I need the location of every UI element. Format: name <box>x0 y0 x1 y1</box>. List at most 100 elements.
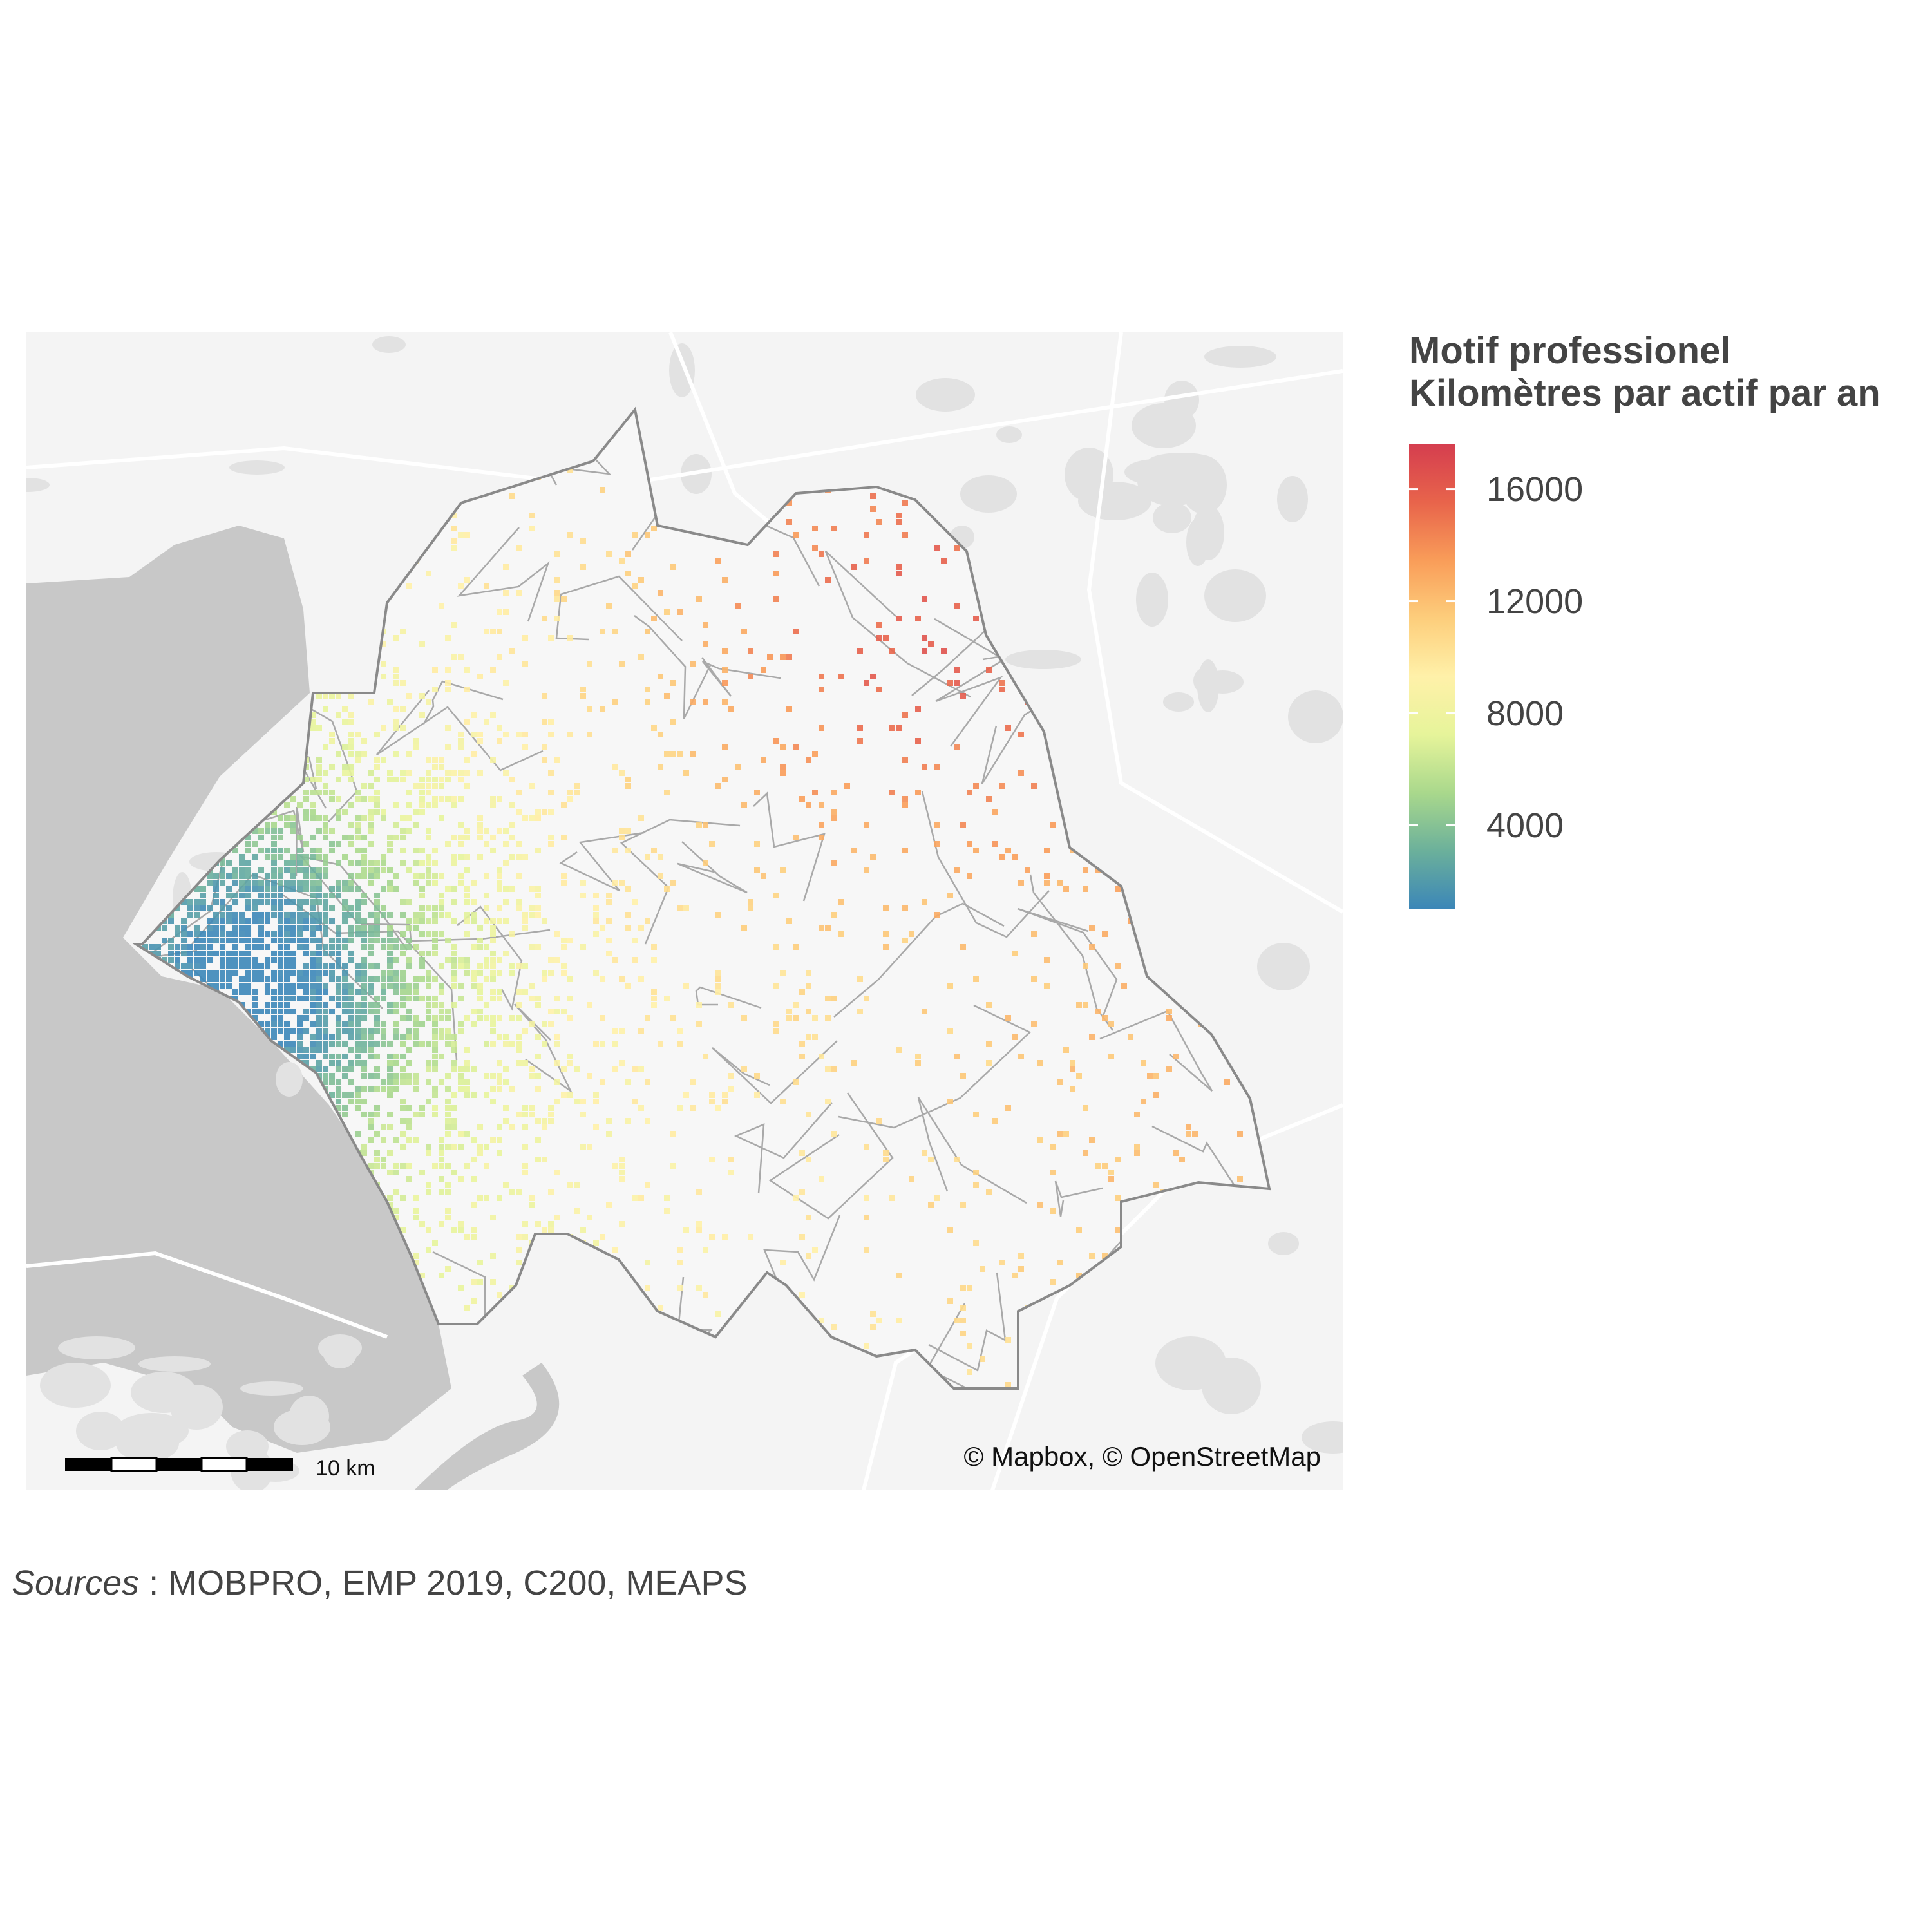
grid-cell <box>194 951 200 956</box>
grid-cell <box>696 1189 702 1195</box>
grid-cell <box>490 925 496 931</box>
grid-cell <box>439 912 444 918</box>
map-panel[interactable]: 10 km © Mapbox, © OpenStreetMap <box>26 332 1343 1490</box>
grid-cell <box>1018 1054 1024 1059</box>
grid-cell <box>741 925 747 931</box>
grid-cell <box>464 770 470 776</box>
grid-cell <box>703 622 708 628</box>
map-canvas[interactable] <box>26 332 1343 1490</box>
grid-cell <box>831 809 837 815</box>
grid-cell <box>490 931 496 937</box>
grid-cell <box>516 1189 522 1195</box>
grid-cell <box>297 835 303 840</box>
grid-cell <box>316 815 322 821</box>
grid-cell <box>175 951 180 956</box>
grid-cell <box>413 1015 419 1021</box>
grid-cell <box>290 854 296 860</box>
grid-cell <box>368 873 374 879</box>
grid-cell <box>554 996 560 1001</box>
grid-cell <box>1089 1253 1095 1259</box>
grid-cell <box>439 905 444 911</box>
grid-cell <box>625 783 631 789</box>
map-attribution[interactable]: © Mapbox, © OpenStreetMap <box>963 1441 1321 1472</box>
grid-cell <box>336 1092 341 1098</box>
grid-cell <box>297 1028 303 1034</box>
grid-cell <box>677 1247 683 1253</box>
grid-cell <box>535 1137 541 1143</box>
grid-cell <box>342 1105 348 1111</box>
grid-cell <box>265 828 270 834</box>
grid-cell <box>593 893 599 898</box>
grid-cell <box>323 899 328 905</box>
legend-title: Motif professionel Kilomètres par actif … <box>1409 330 1880 415</box>
grid-cell <box>400 629 406 634</box>
grid-cell <box>870 1311 876 1317</box>
grid-cell <box>432 1047 438 1053</box>
grid-cell <box>973 848 979 853</box>
grid-cell <box>432 1041 438 1046</box>
grid-cell <box>271 880 277 886</box>
grid-cell <box>786 706 792 712</box>
grid-cell <box>477 770 483 776</box>
grid-cell <box>220 880 225 886</box>
grid-cell <box>806 1034 811 1040</box>
grid-cell <box>323 931 328 937</box>
grid-cell <box>355 1028 361 1034</box>
grid-cell <box>400 1073 406 1079</box>
grid-cell <box>754 790 760 795</box>
grid-cell <box>271 1015 277 1021</box>
road <box>1086 332 1343 914</box>
grid-cell <box>458 1021 464 1027</box>
urban-area <box>26 478 50 492</box>
grid-cell <box>1044 983 1050 989</box>
grid-cell <box>439 1034 444 1040</box>
grid-cell <box>831 790 837 795</box>
grid-cell <box>503 680 509 686</box>
grid-cell <box>554 590 560 596</box>
grid-cell <box>265 854 270 860</box>
grid-cell <box>323 1066 328 1072</box>
grid-cell <box>535 1054 541 1059</box>
grid-cell <box>413 1260 419 1265</box>
grid-cell <box>896 513 902 518</box>
grid-cell <box>1083 867 1088 873</box>
grid-cell <box>355 905 361 911</box>
commune-boundary <box>934 618 1006 747</box>
grid-cell <box>651 848 657 853</box>
grid-cell <box>619 1060 625 1066</box>
grid-cell <box>252 996 258 1001</box>
grid-cell <box>297 1041 303 1046</box>
grid-cell <box>239 951 245 956</box>
grid-cell <box>232 989 238 995</box>
grid-cell <box>928 641 934 647</box>
grid-cell <box>290 963 296 969</box>
urban-area <box>960 475 1017 513</box>
grid-cell <box>593 918 599 924</box>
grid-cell <box>303 963 309 969</box>
grid-cell <box>696 1221 702 1227</box>
grid-cell <box>451 1060 457 1066</box>
grid-cell <box>271 976 277 982</box>
grid-cell <box>703 1054 708 1059</box>
grid-cell <box>310 854 316 860</box>
grid-cell <box>239 912 245 918</box>
grid-cell <box>451 1144 457 1150</box>
grid-cell <box>651 989 657 995</box>
grid-cell <box>432 951 438 956</box>
grid-cell <box>419 951 425 956</box>
grid-cell <box>696 1021 702 1027</box>
grid-cell <box>194 963 200 969</box>
grid-cell <box>316 957 322 963</box>
scale-segment <box>200 1457 248 1472</box>
grid-cell <box>387 1112 393 1117</box>
grid-cell <box>651 725 657 731</box>
grid-cell <box>780 1260 786 1265</box>
grid-cell <box>548 970 554 976</box>
grid-cell <box>310 931 316 937</box>
urban-area <box>289 1396 329 1437</box>
grid-cell <box>451 1034 457 1040</box>
grid-cell <box>703 860 708 866</box>
grid-cell <box>220 867 225 873</box>
grid-cell <box>464 899 470 905</box>
grid-cell <box>934 764 940 770</box>
